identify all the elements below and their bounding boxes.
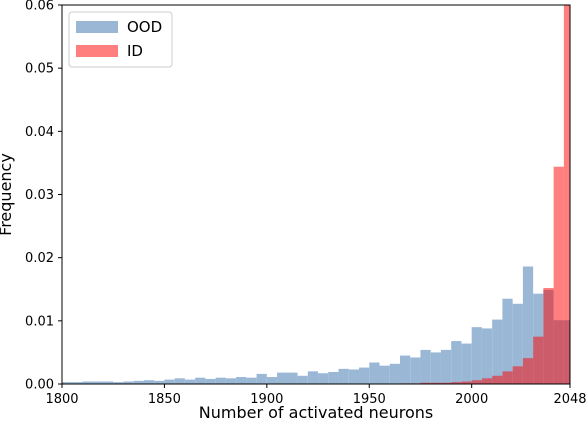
x-tick-label: 1850 bbox=[148, 392, 181, 407]
histogram-bar-ood bbox=[430, 352, 441, 384]
histogram-bar-ood bbox=[481, 328, 493, 384]
histogram-bar-ood bbox=[338, 368, 349, 384]
histogram-bar-ood bbox=[154, 380, 165, 384]
histogram-bar-ood bbox=[440, 349, 452, 384]
histogram-bar-ood bbox=[123, 381, 134, 384]
y-tick-label: 0.04 bbox=[25, 125, 54, 140]
histogram-bar-ood bbox=[133, 380, 144, 384]
histogram-bar-id bbox=[461, 381, 472, 384]
y-axis: 0.00 0.01 0.02 0.03 0.04 0.05 0.06 bbox=[25, 0, 62, 393]
histogram-bar-ood bbox=[256, 373, 267, 384]
histogram-bar-id bbox=[512, 366, 523, 384]
histogram-bar-ood bbox=[215, 377, 226, 384]
x-tick-label: 2000 bbox=[455, 392, 488, 407]
histogram-bar-ood bbox=[195, 377, 206, 384]
histogram-bar-ood bbox=[369, 362, 380, 384]
legend: OOD ID bbox=[68, 11, 173, 68]
histogram-bar-id bbox=[471, 380, 482, 384]
histogram-bar-ood bbox=[277, 372, 298, 384]
histogram-bar-ood bbox=[389, 363, 400, 384]
histogram-bar-ood bbox=[184, 379, 196, 384]
histogram-bar-ood bbox=[113, 382, 124, 384]
histogram-bar-ood bbox=[205, 378, 216, 384]
histogram-bar-ood bbox=[512, 303, 523, 384]
histogram-bar-ood bbox=[522, 266, 534, 384]
histogram-bar-ood bbox=[471, 327, 482, 384]
histogram-bar-ood bbox=[62, 382, 83, 384]
histogram-bar-ood bbox=[318, 373, 329, 384]
x-tick-label: 1900 bbox=[250, 392, 283, 407]
histogram-bar-ood bbox=[328, 371, 339, 384]
histogram-bar-ood bbox=[225, 378, 237, 384]
y-tick-label: 0.03 bbox=[25, 188, 54, 203]
x-axis: 1800 1850 1900 1950 2000 2048 bbox=[45, 384, 587, 407]
histogram-bar-ood bbox=[461, 343, 472, 384]
histogram-bar-ood bbox=[297, 375, 308, 384]
histogram-bar-id bbox=[563, 5, 570, 384]
histogram-bar-id bbox=[492, 375, 503, 384]
legend-swatch-ood bbox=[76, 21, 118, 33]
histogram-bar-ood bbox=[236, 377, 247, 384]
histogram-bar-ood bbox=[410, 357, 421, 384]
histogram-bar-ood bbox=[348, 369, 360, 384]
histogram-bar-ood bbox=[246, 377, 257, 384]
histogram-bar-id bbox=[543, 287, 554, 384]
x-tick-label: 1950 bbox=[353, 392, 386, 407]
histogram-bar-id bbox=[533, 336, 544, 384]
histogram-bar-ood bbox=[307, 371, 319, 384]
histogram-bar-ood bbox=[379, 365, 390, 384]
histogram-bar-ood bbox=[82, 381, 114, 384]
histogram-bar-ood bbox=[174, 378, 185, 384]
histogram-bar-ood bbox=[492, 319, 503, 384]
y-tick-label: 0.02 bbox=[25, 251, 54, 266]
legend-label-ood: OOD bbox=[127, 18, 162, 36]
histogram-bar-ood bbox=[359, 367, 370, 384]
histogram-bar-id bbox=[502, 371, 513, 384]
histogram-bar-ood bbox=[164, 379, 175, 384]
y-tick-label: 0.00 bbox=[25, 378, 54, 393]
histogram-bar-id bbox=[451, 382, 462, 384]
x-axis-label: Number of activated neurons bbox=[199, 403, 433, 422]
legend-label-id: ID bbox=[127, 42, 143, 60]
histogram-bar-id bbox=[522, 358, 534, 384]
y-tick-label: 0.05 bbox=[25, 62, 54, 77]
histogram-bar-ood bbox=[399, 355, 411, 384]
legend-swatch-id bbox=[76, 45, 118, 57]
histogram-bar-ood bbox=[502, 298, 513, 384]
histogram-bar-ood bbox=[266, 377, 278, 384]
histogram-bar-id bbox=[440, 382, 452, 384]
y-tick-label: 0.01 bbox=[25, 314, 54, 329]
histogram-bar-ood bbox=[420, 349, 431, 384]
x-tick-label: 2048 bbox=[553, 392, 586, 407]
histogram-bar-ood bbox=[451, 341, 462, 384]
y-axis-label: Frequency bbox=[0, 153, 15, 236]
histogram-bar-id bbox=[420, 382, 441, 384]
x-tick-label: 1800 bbox=[45, 392, 78, 407]
histogram-bar-id bbox=[553, 166, 564, 384]
y-tick-label: 0.06 bbox=[25, 0, 54, 14]
histogram-bar-ood bbox=[143, 380, 155, 384]
histogram-bar-id bbox=[481, 378, 493, 384]
